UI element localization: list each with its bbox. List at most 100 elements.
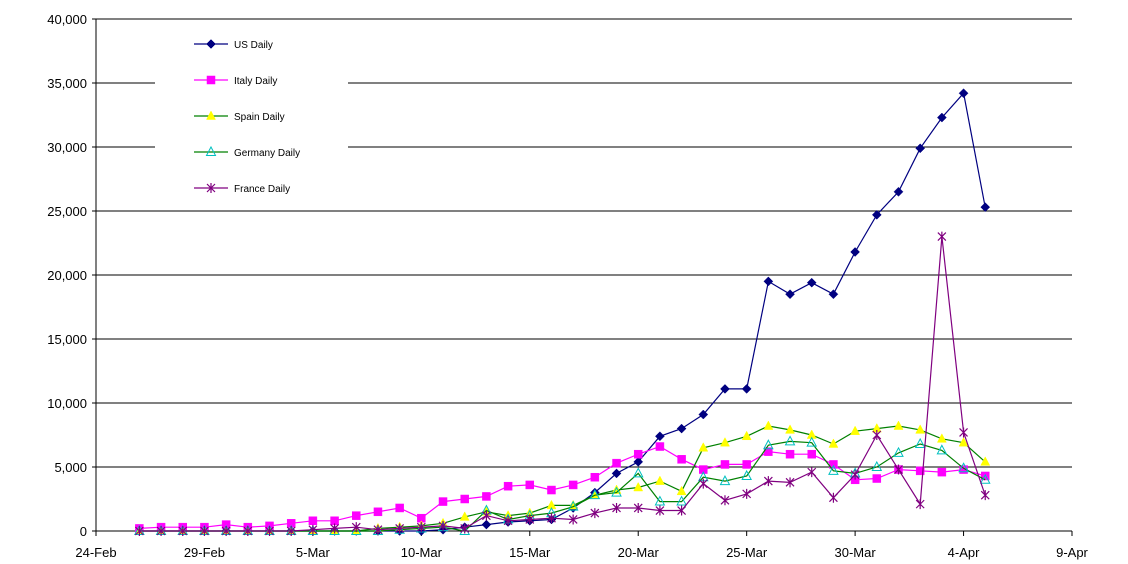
data-point	[719, 475, 731, 486]
data-point	[871, 209, 882, 220]
data-point	[590, 472, 600, 482]
data-point	[567, 500, 579, 511]
data-point	[547, 485, 556, 495]
data-point	[460, 494, 469, 504]
data-point	[720, 437, 730, 447]
data-point	[699, 465, 708, 474]
data-point	[871, 460, 883, 471]
data-point	[459, 511, 470, 521]
data-point	[915, 143, 926, 154]
data-point	[763, 476, 773, 487]
data-point	[872, 474, 882, 483]
data-point	[654, 475, 665, 485]
data-point	[785, 289, 795, 300]
data-point	[980, 456, 991, 466]
data-point	[959, 427, 968, 438]
data-point	[893, 186, 904, 197]
data-point	[677, 455, 686, 464]
data-point	[915, 466, 925, 476]
data-point	[633, 502, 643, 513]
data-point	[373, 507, 383, 517]
data-point	[633, 449, 643, 459]
series-line	[139, 445, 986, 529]
data-point	[980, 202, 991, 213]
data-point	[785, 477, 795, 488]
y-tick-label: 25,000	[47, 204, 87, 219]
data-point	[828, 289, 839, 300]
legend: US Daily Italy Daily Spain Daily Germany Da…	[155, 26, 348, 204]
data-point	[979, 473, 991, 484]
data-point	[785, 449, 795, 459]
axes: 0 5,000 10,000 15,000 20,000 25,000 30,000 35,0…	[47, 12, 1088, 560]
x-tick-label: 25-Mar	[726, 545, 768, 560]
data-point	[676, 423, 687, 434]
x-tick-label: 5-Mar	[296, 545, 331, 560]
series-spain-daily	[134, 420, 991, 535]
data-point	[937, 467, 947, 477]
series-line	[139, 440, 986, 532]
data-point	[807, 449, 816, 459]
data-point	[416, 522, 426, 533]
data-point	[611, 486, 622, 497]
data-point	[763, 420, 774, 430]
data-point	[698, 442, 709, 452]
data-point	[806, 277, 817, 288]
data-point	[265, 526, 274, 536]
data-point	[655, 431, 665, 442]
data-point	[720, 384, 730, 394]
data-point	[698, 478, 708, 489]
y-tick-label: 20,000	[47, 268, 87, 283]
data-point	[655, 442, 665, 451]
legend-item: Spain Daily	[194, 110, 285, 123]
data-point	[828, 438, 839, 448]
data-point	[633, 481, 644, 492]
data-point	[980, 490, 990, 501]
data-point	[828, 492, 838, 503]
data-point	[655, 505, 665, 516]
data-point	[632, 467, 644, 478]
data-point	[525, 514, 535, 525]
data-point	[958, 462, 969, 473]
data-point	[763, 276, 774, 287]
data-point	[829, 460, 838, 469]
data-point	[742, 488, 752, 499]
data-point	[351, 522, 361, 533]
data-point	[243, 526, 253, 536]
data-point	[589, 489, 601, 500]
x-tick-label: 9-Apr	[1056, 545, 1088, 560]
legend-item: US Daily	[194, 39, 273, 51]
legend-marker	[205, 145, 217, 156]
data-point	[742, 460, 751, 469]
legend-label: Germany Daily	[234, 148, 300, 159]
data-point	[178, 526, 188, 536]
y-tick-label: 10,000	[47, 396, 87, 411]
x-tick-label: 30-Mar	[835, 545, 877, 560]
data-point	[763, 439, 774, 450]
data-point	[806, 436, 818, 447]
x-tick-label: 24-Feb	[75, 545, 116, 560]
data-point	[200, 526, 209, 536]
y-tick-label: 5,000	[54, 460, 87, 475]
x-tick-label: 4-Apr	[948, 545, 980, 560]
legend-background	[155, 26, 348, 204]
y-tick-label: 15,000	[47, 332, 87, 347]
data-point	[785, 424, 795, 434]
data-point	[503, 515, 513, 526]
x-tick-label: 29-Feb	[184, 545, 225, 560]
legend-label: US Daily	[234, 40, 273, 51]
data-point	[612, 458, 621, 468]
data-point	[741, 430, 752, 441]
legend-marker	[206, 39, 216, 49]
data-point	[937, 112, 947, 123]
data-point	[611, 468, 622, 479]
y-tick-label: 40,000	[47, 12, 87, 27]
data-point	[654, 495, 666, 506]
data-point	[676, 485, 687, 496]
data-point	[828, 464, 839, 475]
series-france-daily	[134, 231, 990, 536]
legend-label: Italy Daily	[234, 76, 277, 87]
data-point	[980, 471, 990, 481]
legend-item: Germany Daily	[194, 145, 300, 159]
data-point	[547, 513, 556, 524]
